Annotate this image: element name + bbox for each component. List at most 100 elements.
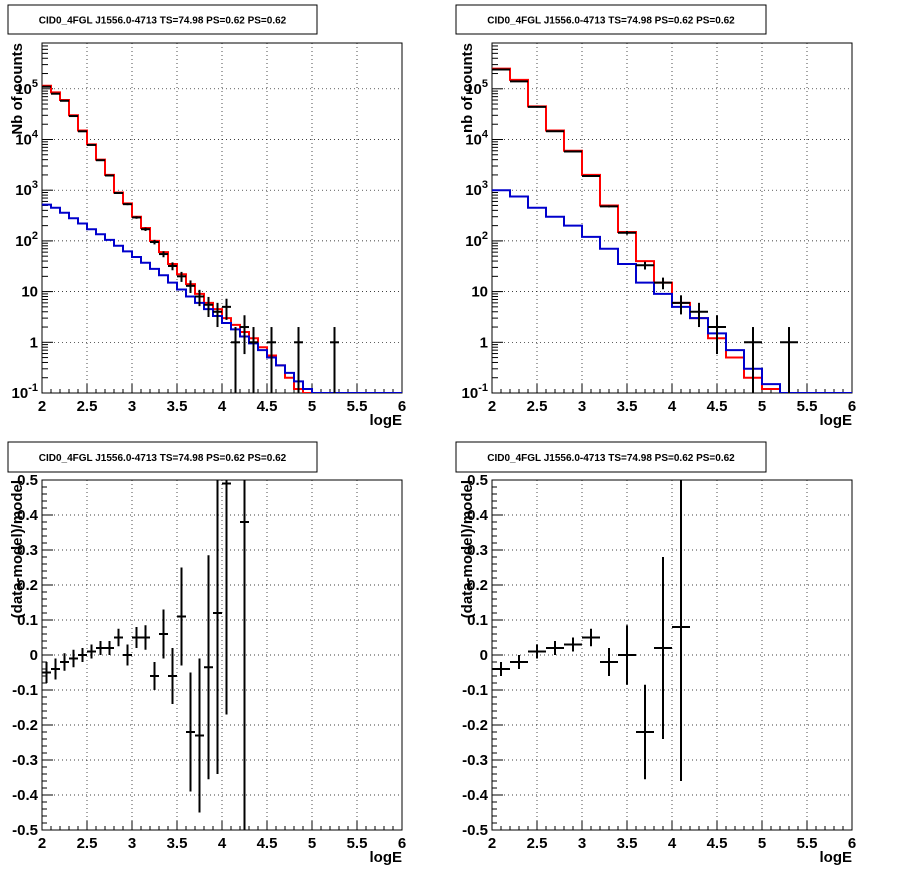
data-point bbox=[510, 655, 528, 669]
x-tick-label: 2.5 bbox=[77, 835, 98, 852]
x-tick-label: 2.5 bbox=[527, 835, 548, 852]
x-tick-label: 5.5 bbox=[797, 398, 818, 415]
x-axis-label: logE bbox=[820, 849, 853, 866]
data-point bbox=[231, 327, 240, 393]
y-tick-label: 1 bbox=[480, 334, 488, 351]
x-tick-label: 2 bbox=[488, 835, 496, 852]
data-point bbox=[195, 658, 204, 813]
y-tick-label: -0.4 bbox=[12, 787, 39, 804]
y-tick-label: 0.2 bbox=[17, 577, 38, 594]
x-tick-label: 5.5 bbox=[347, 398, 368, 415]
data-point bbox=[222, 480, 231, 715]
plot-area bbox=[492, 67, 852, 393]
x-tick-label: 5 bbox=[758, 398, 766, 415]
data-point bbox=[213, 302, 222, 328]
data-point bbox=[330, 327, 339, 393]
x-tick-label: 4 bbox=[668, 835, 677, 852]
data-point bbox=[744, 327, 762, 393]
x-axis-label: logE bbox=[820, 412, 853, 429]
data-point bbox=[564, 637, 582, 652]
x-tick-label: 2 bbox=[38, 835, 46, 852]
chart-panel-2: CID0_4FGL J1556.0-4713 TS=74.98 PS=0.62 … bbox=[455, 4, 856, 429]
y-tick-label: 0.1 bbox=[467, 612, 488, 629]
plot-area bbox=[42, 480, 249, 830]
data-point bbox=[249, 327, 258, 393]
y-tick-label: 102 bbox=[15, 230, 38, 250]
title-box bbox=[455, 4, 767, 35]
data-point bbox=[42, 662, 51, 683]
y-axis-label: (data-model)/model bbox=[9, 480, 26, 618]
x-tick-label: 4.5 bbox=[707, 398, 728, 415]
data-point bbox=[51, 658, 60, 680]
x-tick-label: 2 bbox=[488, 398, 496, 415]
x-tick-label: 6 bbox=[398, 835, 406, 852]
data-point bbox=[582, 175, 600, 178]
x-axis-label: logE bbox=[370, 412, 403, 429]
data-point bbox=[618, 625, 636, 685]
y-tick-label: 105 bbox=[15, 78, 38, 98]
data-point bbox=[60, 653, 69, 671]
y-tick-label: -0.3 bbox=[12, 752, 38, 769]
chart-title: CID0_4FGL J1556.0-4713 TS=74.98 PS=0.62 … bbox=[39, 16, 287, 27]
data-point bbox=[240, 315, 249, 355]
y-tick-label: 102 bbox=[465, 230, 488, 250]
x-tick-label: 4.5 bbox=[257, 398, 278, 415]
y-tick-label: 10-1 bbox=[462, 382, 488, 402]
chart-panel-4: CID0_4FGL J1556.0-4713 TS=74.98 PS=0.62 … bbox=[455, 441, 856, 866]
histogram-series bbox=[42, 203, 402, 393]
y-tick-label: 10 bbox=[471, 284, 488, 301]
x-tick-label: 3.5 bbox=[617, 835, 638, 852]
x-tick-label: 6 bbox=[848, 835, 856, 852]
y-tick-label: 103 bbox=[465, 179, 488, 199]
data-point bbox=[267, 327, 276, 393]
data-point bbox=[87, 644, 96, 659]
x-tick-label: 4.5 bbox=[257, 835, 278, 852]
histogram-series bbox=[492, 67, 852, 393]
y-tick-label: -0.4 bbox=[462, 787, 489, 804]
data-point bbox=[150, 662, 159, 690]
data-point bbox=[636, 684, 654, 780]
y-tick-label: 0.2 bbox=[467, 577, 488, 594]
x-tick-label: 6 bbox=[398, 398, 406, 415]
x-tick-label: 3 bbox=[578, 398, 586, 415]
data-point bbox=[177, 271, 186, 282]
chart-panel-1: CID0_4FGL J1556.0-4713 TS=74.98 PS=0.62 … bbox=[7, 4, 406, 429]
y-tick-label: 0.4 bbox=[467, 507, 489, 524]
x-tick-label: 3 bbox=[578, 835, 586, 852]
data-point bbox=[141, 625, 150, 650]
data-point bbox=[141, 227, 150, 231]
plot-area bbox=[492, 480, 690, 781]
x-tick-label: 4.5 bbox=[707, 835, 728, 852]
y-tick-label: 0.3 bbox=[467, 542, 488, 559]
chart-panel-3: CID0_4FGL J1556.0-4713 TS=74.98 PS=0.62 … bbox=[7, 441, 406, 866]
data-point bbox=[186, 672, 195, 792]
y-tick-label: 104 bbox=[15, 128, 39, 148]
data-point bbox=[222, 298, 231, 320]
data-point bbox=[150, 239, 159, 245]
data-point bbox=[780, 327, 798, 393]
x-tick-label: 5 bbox=[758, 835, 766, 852]
data-point bbox=[654, 277, 672, 290]
data-point bbox=[159, 251, 168, 258]
data-point bbox=[528, 644, 546, 659]
y-tick-label: -0.1 bbox=[462, 682, 488, 699]
data-point bbox=[636, 261, 654, 270]
y-axis-label: (data-model)/model bbox=[459, 480, 476, 618]
x-axis-label: logE bbox=[370, 849, 403, 866]
data-point bbox=[132, 627, 141, 648]
histogram-series bbox=[492, 189, 852, 393]
data-point bbox=[294, 327, 303, 393]
x-tick-label: 5.5 bbox=[797, 835, 818, 852]
data-point bbox=[168, 262, 177, 271]
x-tick-label: 5 bbox=[308, 835, 316, 852]
y-tick-label: 105 bbox=[465, 78, 488, 98]
data-point bbox=[564, 150, 582, 153]
data-point bbox=[690, 302, 708, 328]
data-point bbox=[123, 203, 132, 206]
data-point bbox=[96, 641, 105, 655]
y-tick-label: 10-1 bbox=[12, 382, 38, 402]
y-tick-label: 0.5 bbox=[17, 472, 38, 489]
data-point bbox=[105, 641, 114, 655]
data-point bbox=[654, 557, 672, 739]
y-tick-label: 1 bbox=[30, 334, 38, 351]
